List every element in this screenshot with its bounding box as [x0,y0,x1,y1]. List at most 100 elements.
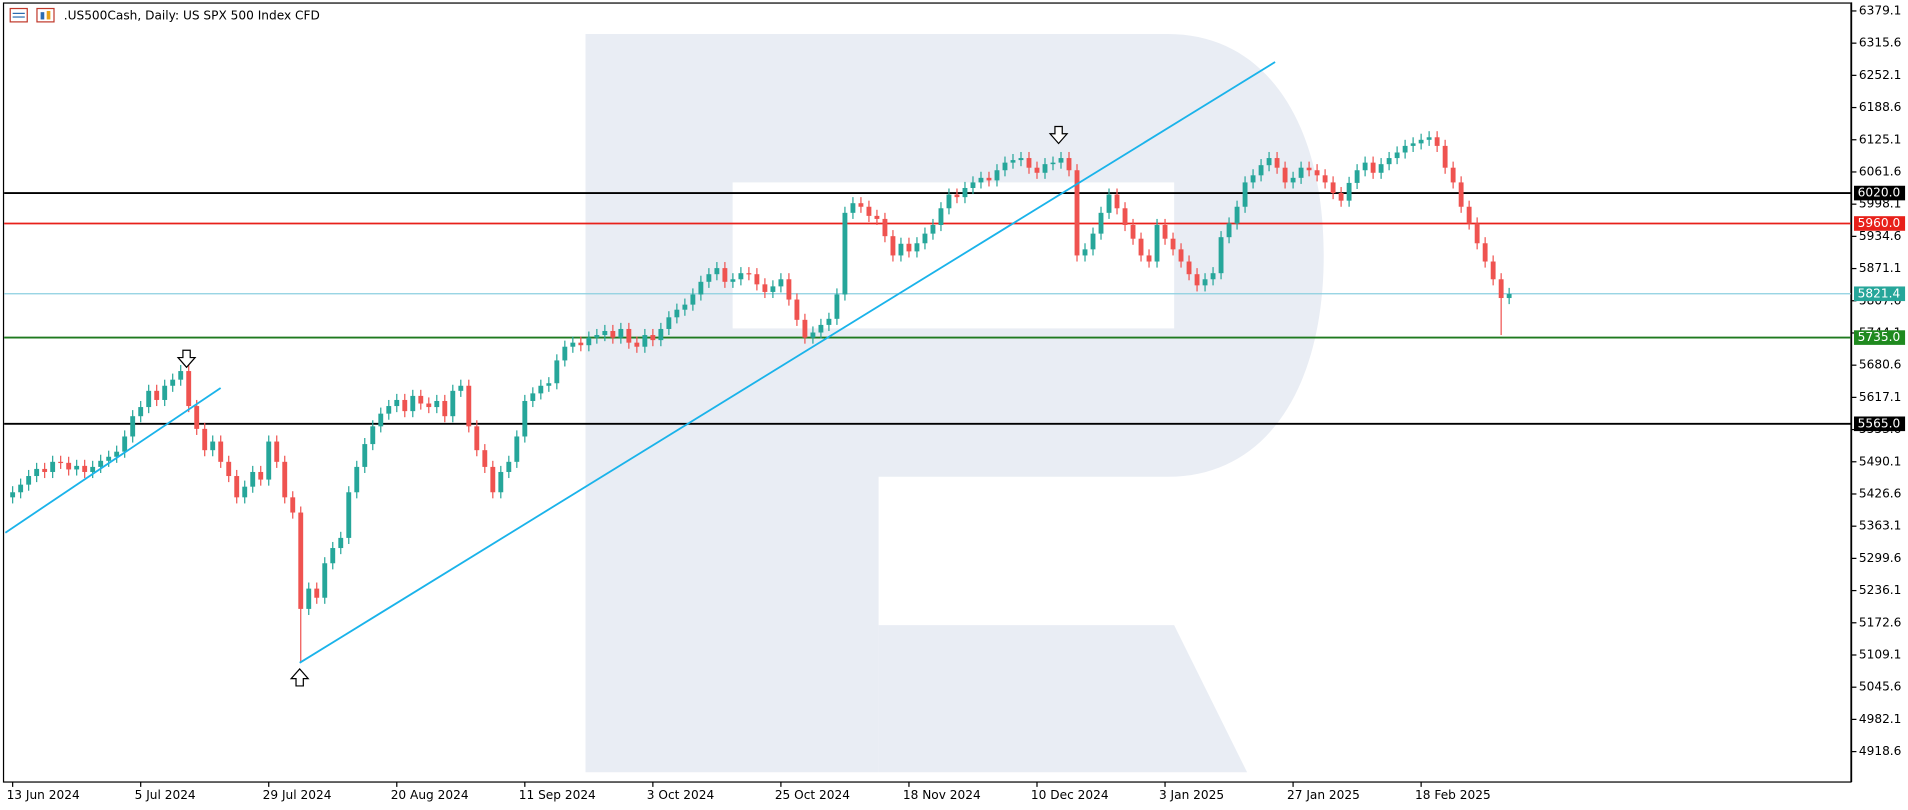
candle-body [1130,225,1136,239]
candle-body [274,441,280,462]
y-tick-label: 5934.6 [1859,229,1902,243]
candle-body [18,484,24,493]
candle-body [1402,145,1408,153]
candle-body [1210,273,1216,280]
candle-body [842,212,848,295]
x-tick-label: 29 Jul 2024 [263,788,332,802]
x-tick-label: 18 Feb 2025 [1415,788,1491,802]
candle-body [290,497,296,513]
candle-body [1250,175,1256,183]
x-tick-label: 13 Jun 2024 [7,788,80,802]
candle-body [1042,164,1048,173]
candle-body [970,182,976,188]
candle-body [1362,162,1368,171]
candle-body [850,203,856,213]
x-tick-label: 20 Aug 2024 [391,788,469,802]
candle-body [978,177,984,183]
candle-body [386,406,392,414]
candle-body [1242,182,1248,207]
candle-body [370,426,376,445]
candle-body [1082,249,1088,256]
candle-body [1226,223,1232,238]
candle-body [266,441,272,480]
level-label-box [1854,416,1906,432]
candle-body [82,465,88,472]
candle-body [1354,170,1360,183]
candle-body [378,413,384,427]
y-tick-label: 5871.1 [1859,261,1902,275]
candle-body [770,286,776,292]
candle-body [58,461,64,464]
candle-body [1146,255,1152,262]
candle-body [730,279,736,282]
candle-body [594,335,600,338]
candle-body [546,383,552,386]
candle-body [1098,212,1104,234]
candle-body [138,407,144,417]
chart-title: .US500Cash, Daily: US SPX 500 Index CFD [64,8,320,22]
candle-body [666,317,672,329]
candle-body [1122,208,1128,226]
candle-body [242,486,248,498]
candle-body [1106,194,1112,213]
candle-body [426,403,432,408]
candle-body [114,451,120,457]
candle-body [162,385,168,400]
candle-body [754,274,760,285]
candle-body [706,274,712,282]
y-tick-label: 6379.1 [1859,3,1902,17]
candle-body [1298,167,1304,178]
candle-body [1010,160,1016,163]
icon [46,10,51,20]
candle-body [394,399,400,407]
candle-body [1218,237,1224,274]
candle-body [410,395,416,412]
candle-body [994,170,1000,181]
icon [36,7,55,23]
trend-line [4,387,222,534]
x-tick-label: 18 Nov 2024 [903,788,981,802]
candle-body [258,471,264,480]
arrows [176,125,1069,687]
x-tick-label: 5 Jul 2024 [135,788,196,802]
logo-leg [878,625,1248,773]
candle-body [930,225,936,234]
candle-body [458,385,464,391]
x-tick-label: 10 Dec 2024 [1031,788,1109,802]
candle-body [250,471,256,487]
candle-body [1498,279,1504,299]
candle-body [234,476,240,498]
y-tick-label: 6125.1 [1859,132,1902,146]
candle-body [650,335,656,341]
y-tick-label: 5045.6 [1859,680,1902,694]
candle-body [746,273,752,275]
candle-body [1194,274,1200,286]
candle-body [74,465,80,470]
candle-body [1434,137,1440,146]
candle-body [1346,182,1352,201]
candle-body [922,233,928,244]
candle-body [434,400,440,408]
candle-body [762,284,768,292]
candle-body [482,450,488,467]
level-label: 5960.0 [1858,216,1901,230]
candle-body [1178,249,1184,262]
candle-body [698,281,704,295]
logo-r [585,34,1324,773]
candle-body [682,304,688,310]
candle-body [538,385,544,394]
x-tick-label: 27 Jan 2025 [1287,788,1360,802]
candle-body [298,512,304,609]
y-tick-label: 5363.1 [1859,519,1902,533]
candle-body [722,268,728,282]
candle-body [226,461,232,477]
candle-body [1370,162,1376,173]
candle-body [618,328,624,338]
candle-body [322,563,328,598]
y-tick-label: 5490.1 [1859,454,1902,468]
candle-body [1314,170,1320,176]
candle-body [626,328,632,343]
candle-body [1426,137,1432,140]
candle-body [1306,167,1312,171]
candle-body [866,206,872,216]
